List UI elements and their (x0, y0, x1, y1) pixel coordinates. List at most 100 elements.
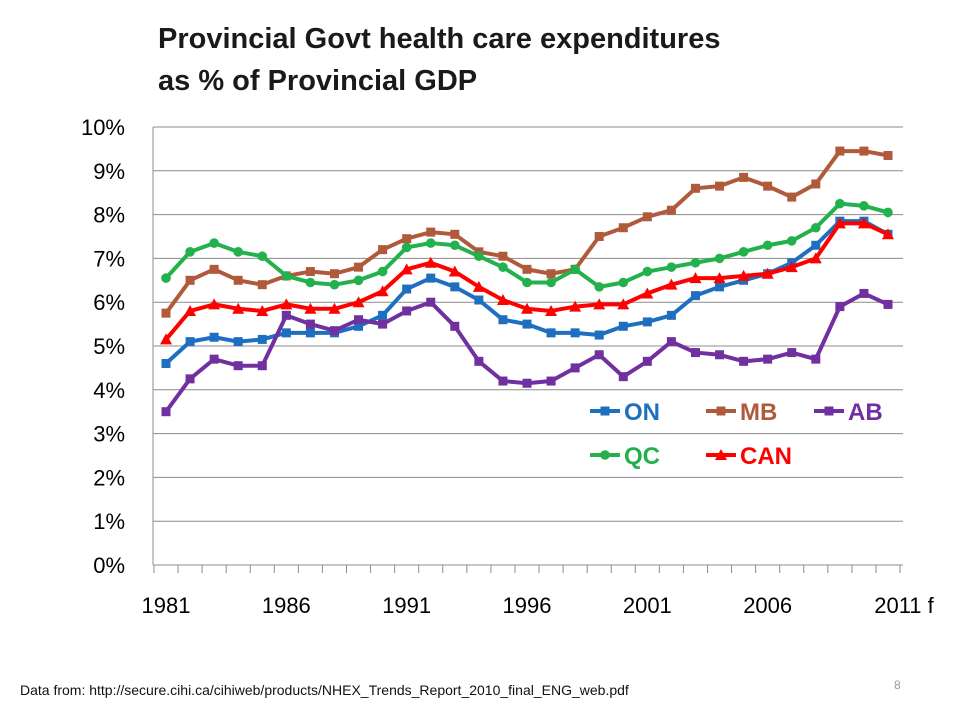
y-tick-label: 3% (93, 422, 125, 447)
legend-label-qc: QC (624, 443, 660, 470)
point-qc (859, 201, 869, 211)
point-on (690, 291, 700, 301)
point-on (426, 273, 436, 283)
point-on (594, 330, 604, 340)
point-on (257, 334, 267, 344)
point-can (833, 217, 846, 229)
x-tick-label: 2001 (623, 593, 672, 618)
point-on (450, 282, 460, 292)
point-on (233, 337, 243, 347)
point-on (305, 328, 315, 338)
point-ab (546, 376, 556, 386)
point-ab (883, 299, 893, 309)
point-qc (618, 277, 629, 288)
point-on (378, 310, 388, 320)
point-on (666, 310, 676, 320)
point-can (448, 265, 461, 277)
point-can (665, 278, 678, 290)
point-qc (522, 277, 532, 288)
point-qc (233, 247, 243, 257)
point-on (642, 317, 652, 327)
point-qc (305, 277, 316, 288)
point-can (472, 280, 485, 292)
point-ab (594, 350, 604, 360)
point-on (185, 337, 195, 347)
point-mb (426, 227, 436, 237)
point-can (545, 304, 558, 316)
point-mb (402, 234, 412, 244)
y-tick-label: 5% (93, 334, 125, 359)
point-can (184, 304, 197, 316)
point-ab (426, 297, 436, 307)
point-mb (185, 275, 195, 285)
point-ab (450, 321, 460, 331)
point-mb (378, 245, 388, 255)
point-qc (594, 282, 604, 292)
point-can (617, 298, 630, 310)
point-mb (859, 146, 869, 156)
point-ab (522, 378, 532, 388)
point-mb (642, 212, 652, 222)
point-ab (859, 288, 869, 298)
y-tick-label: 7% (93, 246, 125, 271)
point-ab (281, 310, 291, 320)
x-tick-label: 1991 (382, 593, 431, 618)
point-on (570, 328, 580, 338)
point-qc (425, 238, 436, 248)
point-ab (835, 302, 845, 312)
point-can (785, 261, 798, 273)
point-on (522, 319, 532, 329)
x-tick-label: 1996 (503, 593, 552, 618)
point-qc (738, 247, 749, 257)
y-tick-label: 4% (93, 378, 125, 403)
source-note: Data from: http://secure.cihi.ca/cihiweb… (20, 682, 629, 698)
point-ab (402, 306, 412, 316)
page-number: 8 (894, 678, 901, 692)
point-mb (883, 150, 893, 160)
point-mb (739, 172, 749, 182)
chart-title: Provincial Govt health care expenditures… (158, 18, 720, 102)
point-qc (329, 279, 340, 290)
legend-marker-on (600, 406, 610, 416)
point-mb (546, 269, 556, 279)
point-on (546, 328, 556, 338)
point-can (641, 287, 654, 299)
legend-label-on: ON (624, 399, 660, 426)
point-can (304, 302, 317, 314)
point-can (256, 304, 269, 316)
point-qc (377, 266, 388, 277)
point-mb (305, 267, 315, 277)
point-can (593, 298, 606, 310)
point-ab (666, 337, 676, 347)
point-ab (354, 315, 364, 325)
series-line-mb (164, 149, 890, 316)
point-can (713, 272, 726, 284)
chart-title-line-1: Provincial Govt health care expenditures (158, 23, 721, 55)
point-ab (763, 354, 773, 364)
point-can (809, 252, 822, 264)
point-qc (450, 240, 460, 251)
point-can (400, 263, 413, 275)
x-tick-label: 1986 (262, 593, 311, 618)
point-ab (787, 348, 797, 358)
point-mb (233, 275, 243, 285)
point-can (376, 285, 389, 297)
point-qc (835, 198, 845, 209)
point-ab (715, 350, 725, 360)
point-ab (378, 319, 388, 329)
point-can (232, 302, 245, 314)
y-tick-label: 0% (93, 553, 125, 578)
point-ab (305, 319, 315, 329)
legend-marker-qc (600, 450, 610, 460)
point-ab (618, 372, 628, 382)
point-ab (209, 354, 219, 364)
point-ab (474, 356, 484, 366)
point-on (354, 321, 364, 331)
point-mb (209, 264, 219, 274)
y-tick-label: 9% (93, 159, 125, 184)
point-qc (401, 242, 412, 253)
legend-label-mb: MB (740, 399, 777, 426)
point-mb (787, 192, 797, 202)
point-mb (354, 262, 364, 272)
point-qc (498, 262, 508, 272)
